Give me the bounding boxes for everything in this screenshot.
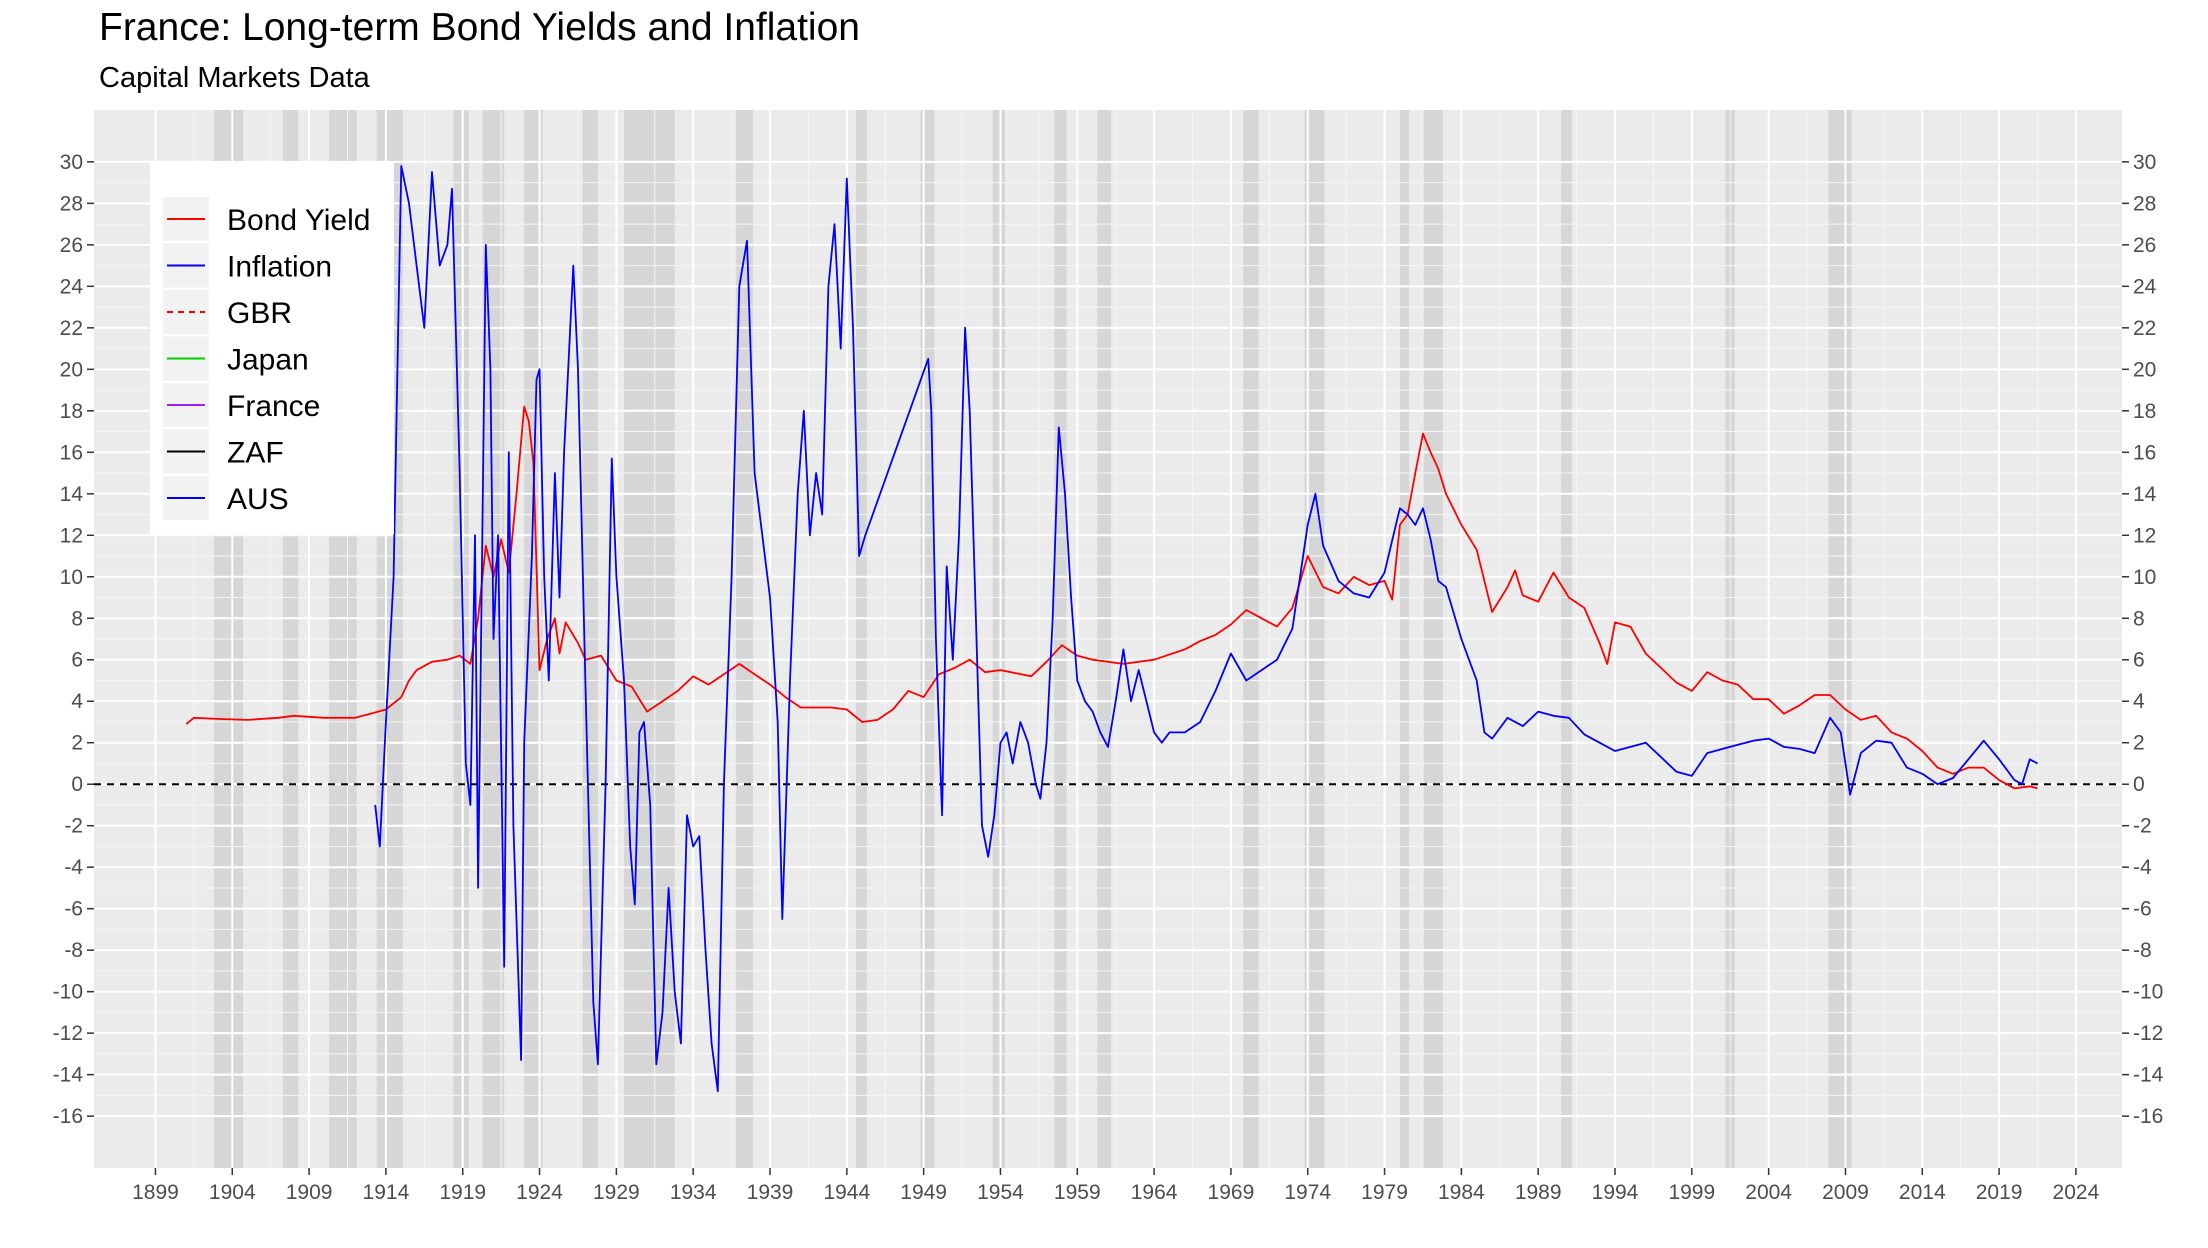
x-tick-label: 1934 [670, 1181, 717, 1204]
series-line-bond-yield [185, 405, 2038, 790]
y-tick-label-left: 20 [60, 358, 83, 381]
x-tick-label: 2014 [1899, 1181, 1946, 1204]
legend: Bond Yield Inflation GBR Japan France ZAF AUS [150, 162, 394, 534]
x-tick-label: 2024 [2053, 1181, 2100, 1204]
series-lines [185, 165, 2038, 1093]
y-tick-label-left: 0 [71, 773, 83, 796]
x-tick-label: 1939 [747, 1181, 794, 1204]
x-tick-label: 1969 [1208, 1181, 1255, 1204]
x-tick-label: 1949 [900, 1181, 947, 1204]
x-tick-label: 1964 [1131, 1181, 1178, 1204]
y-tick-label-right: 12 [2133, 524, 2156, 547]
legend-label: Inflation [227, 251, 332, 284]
y-tick-label-left: 24 [60, 275, 84, 298]
y-tick-label-left: -12 [53, 1022, 83, 1045]
y-tick-label-right: 20 [2133, 358, 2156, 381]
y-tick-label-left: -14 [53, 1064, 84, 1087]
y-tick-label-right: 0 [2133, 773, 2145, 796]
x-tick-label: 1974 [1284, 1181, 1331, 1204]
y-tick-label-left: 10 [60, 566, 83, 589]
y-tick-label-right: 6 [2133, 649, 2145, 672]
y-tick-label-right: -12 [2133, 1022, 2163, 1045]
x-tick-label: 1904 [209, 1181, 256, 1204]
legend-label: GBR [227, 297, 292, 330]
y-tick-label-right: -14 [2133, 1064, 2164, 1087]
y-tick-label-right: 30 [2133, 151, 2156, 174]
y-tick-label-left: -16 [53, 1105, 83, 1128]
x-tick-label: 2004 [1745, 1181, 1792, 1204]
y-tick-label-left: 22 [60, 317, 83, 340]
y-tick-label-right: 2 [2133, 732, 2145, 755]
y-tick-label-left: 14 [60, 483, 84, 506]
x-tick-label: 1944 [823, 1181, 870, 1204]
y-tick-label-left: -10 [53, 981, 83, 1004]
y-tick-label-left: 6 [71, 649, 83, 672]
y-tick-label-left: 30 [60, 151, 83, 174]
y-tick-label-right: -8 [2133, 939, 2152, 962]
x-tick-label: 1999 [1668, 1181, 1715, 1204]
y-tick-label-left: 4 [71, 690, 83, 713]
y-tick-label-right: 4 [2133, 690, 2145, 713]
y-tick-label-left: 28 [60, 192, 83, 215]
x-tick-label: 2019 [1976, 1181, 2023, 1204]
x-tick-label: 1899 [132, 1181, 179, 1204]
x-tick-label: 1954 [977, 1181, 1024, 1204]
y-tick-label-left: 8 [71, 607, 83, 630]
y-tick-label-right: -10 [2133, 981, 2163, 1004]
y-tick-label-right: 18 [2133, 400, 2156, 423]
grid-lines [94, 110, 2122, 1168]
legend-label: France [227, 390, 320, 423]
x-tick-label: 1979 [1361, 1181, 1408, 1204]
y-tick-label-right: 14 [2133, 483, 2157, 506]
legend-label: Japan [227, 344, 309, 377]
x-tick-label: 1914 [363, 1181, 410, 1204]
y-tick-label-right: 28 [2133, 192, 2156, 215]
y-tick-label-right: -16 [2133, 1105, 2163, 1128]
chart-subtitle: Capital Markets Data [99, 62, 370, 94]
y-tick-label-left: 26 [60, 234, 83, 257]
x-tick-label: 1994 [1592, 1181, 1639, 1204]
series-line-inflation [374, 165, 2038, 1093]
y-tick-label-right: -4 [2133, 856, 2152, 879]
y-tick-label-right: 24 [2133, 275, 2157, 298]
y-tick-label-left: -2 [64, 815, 83, 838]
y-tick-label-left: 2 [71, 732, 83, 755]
y-tick-label-left: -8 [64, 939, 83, 962]
y-tick-label-right: 8 [2133, 607, 2145, 630]
y-tick-label-right: 16 [2133, 441, 2156, 464]
y-tick-label-right: -6 [2133, 898, 2152, 921]
legend-label: AUS [227, 483, 289, 516]
y-tick-label-left: -6 [64, 898, 83, 921]
legend-label: ZAF [227, 437, 284, 470]
x-tick-label: 1959 [1054, 1181, 1101, 1204]
chart-title: France: Long-term Bond Yields and Inflat… [99, 6, 860, 49]
x-tick-label: 1924 [516, 1181, 563, 1204]
legend-label: Bond Yield [227, 204, 370, 237]
x-tick-label: 2009 [1822, 1181, 1869, 1204]
x-tick-label: 1919 [439, 1181, 486, 1204]
x-tick-label: 1989 [1515, 1181, 1562, 1204]
y-tick-label-left: 16 [60, 441, 83, 464]
axes: 1899 1904 1909 1914 1919 1924 1929 1934 1939 1944… [53, 151, 2164, 1204]
x-tick-label: 1909 [286, 1181, 333, 1204]
x-tick-label: 1984 [1438, 1181, 1485, 1204]
y-tick-label-left: -4 [64, 856, 83, 879]
y-tick-label-left: 12 [60, 524, 83, 547]
x-tick-label: 1929 [593, 1181, 640, 1204]
y-tick-label-right: 22 [2133, 317, 2156, 340]
y-tick-label-right: 10 [2133, 566, 2156, 589]
y-tick-label-right: -2 [2133, 815, 2152, 838]
y-tick-label-right: 26 [2133, 234, 2156, 257]
y-tick-label-left: 18 [60, 400, 83, 423]
